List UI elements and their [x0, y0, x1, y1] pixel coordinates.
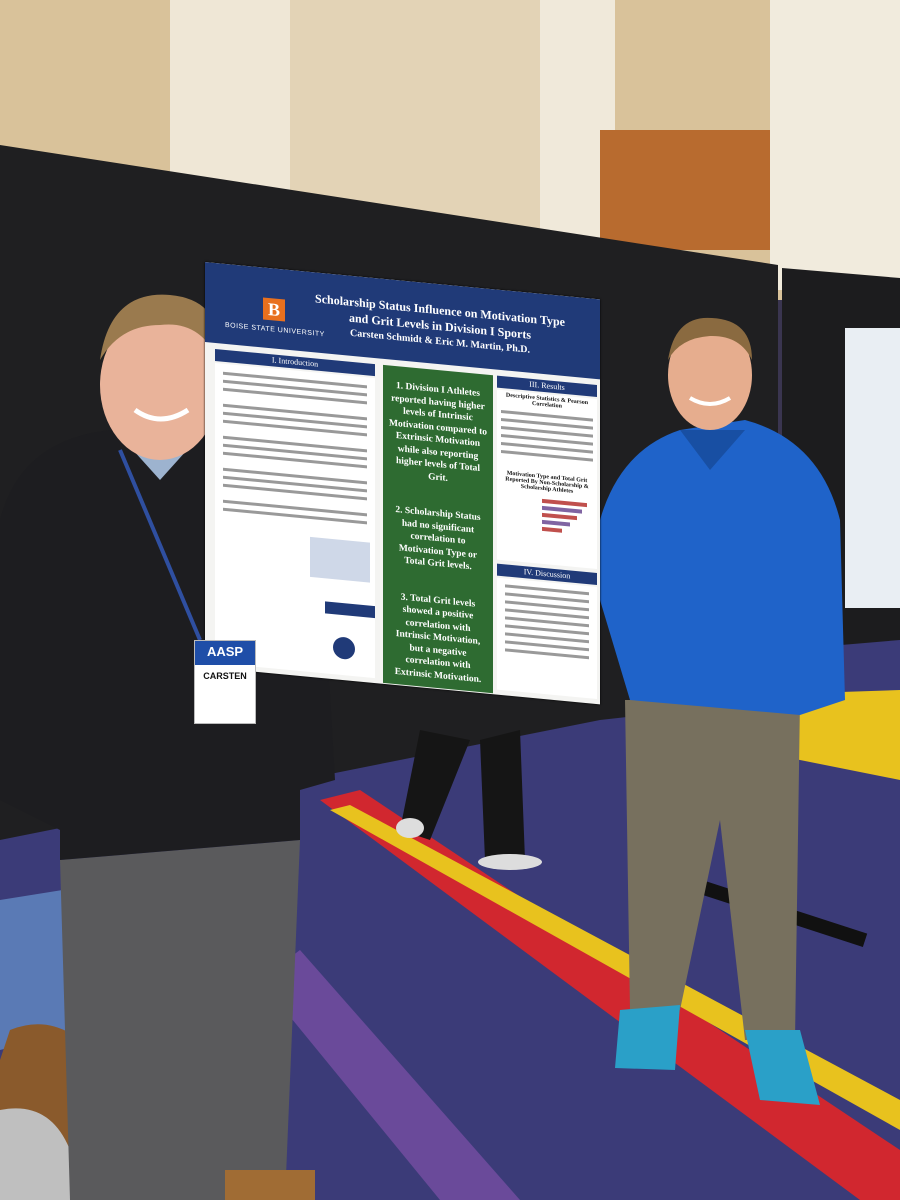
decoration [310, 536, 370, 583]
finding: 1. Division I Athletes reported having h… [389, 381, 487, 484]
discussion-column [497, 577, 597, 700]
column [770, 0, 900, 290]
passerby-legs [400, 730, 525, 860]
jacket [600, 420, 845, 715]
decoration [333, 636, 355, 661]
decoration [542, 512, 577, 521]
collar [680, 430, 745, 470]
results-column: Descriptive Statistics & Pearson Correla… [497, 389, 597, 570]
smile [688, 396, 732, 406]
hair [668, 317, 752, 360]
badge-event: AASP [195, 641, 255, 665]
carpet-pattern [260, 950, 520, 1200]
decoration [542, 519, 570, 527]
decoration [325, 601, 375, 619]
shoe [396, 818, 424, 838]
finding: 3. Total Grit levels showed a positive c… [394, 592, 482, 685]
shoe [478, 854, 542, 870]
wood-panel [600, 130, 770, 250]
smile [133, 407, 190, 422]
trousers [60, 840, 300, 1200]
decoration [223, 419, 367, 437]
sneaker [615, 1005, 820, 1105]
column [170, 0, 290, 200]
badge-name: CARSTEN [203, 671, 247, 681]
hair [100, 294, 219, 360]
face [668, 320, 752, 430]
decoration [223, 451, 367, 469]
bag [0, 1108, 70, 1200]
decoration [223, 507, 367, 525]
university: BOISE STATE UNIVERSITY [225, 321, 325, 339]
neighbor-poster [845, 328, 900, 608]
poster: B BOISE STATE UNIVERSITY Scholarship Sta… [205, 262, 600, 705]
logo: B [263, 297, 285, 322]
column [290, 0, 540, 230]
trousers [625, 700, 800, 1040]
chart-title: Motivation Type and Total Grit Reported … [505, 470, 589, 495]
intro-column [215, 362, 375, 679]
decoration [542, 526, 562, 533]
finding: 2. Scholarship Status had no significant… [395, 504, 481, 573]
name-badge: AASP CARSTEN [194, 640, 256, 724]
decoration [223, 387, 367, 405]
decoration [223, 483, 367, 501]
carpet-stripe [320, 790, 900, 1200]
face [100, 310, 220, 460]
findings-box: 1. Division I Athletes reported having h… [383, 364, 493, 694]
shoe [225, 1170, 315, 1200]
